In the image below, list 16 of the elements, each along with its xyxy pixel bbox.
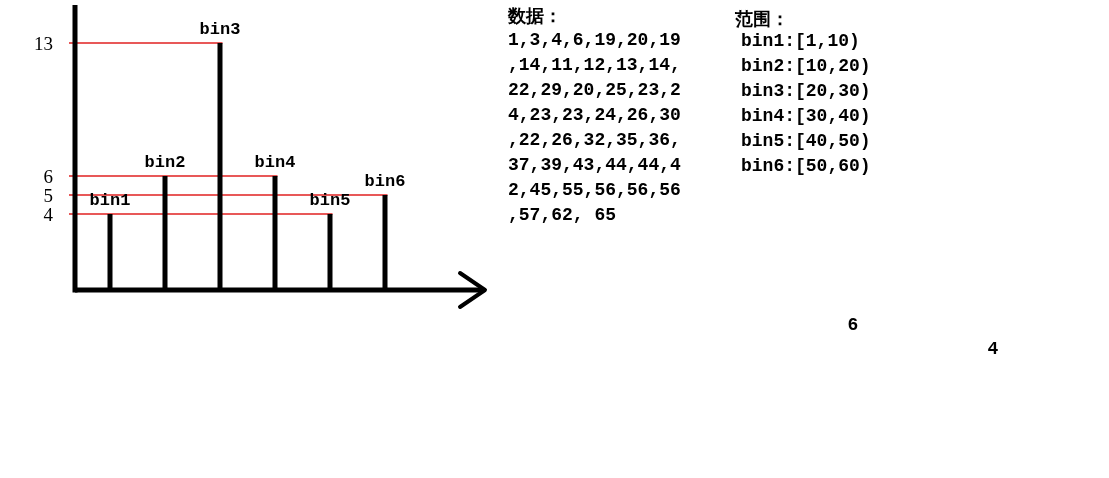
y-tick-label: 5: [43, 184, 53, 206]
text: 1,3,4,6,19,20,19 ,14,11,12,13,14, 22,29,20,25,23,2 4,23,23,24,26,30 ,22,26,32,35,36, 37,39,43,44,44,4 2,45,55,56,56,56 ,57,62, 65: [508, 30, 682, 225]
x-tick-label: bin4: [254, 153, 296, 172]
x-tick-label: bin2: [144, 153, 186, 172]
x-tick-label: bin1: [89, 191, 131, 210]
text: 数据：: [507, 7, 562, 27]
text: 6: [847, 315, 859, 335]
y-tick-label: 4: [43, 203, 54, 225]
text: 范围：: [734, 9, 789, 30]
y-tick-label: 13: [34, 32, 53, 54]
y-tick-label: 6: [43, 165, 53, 187]
x-tick-label: bin6: [364, 172, 406, 191]
x-tick-label: bin5: [309, 191, 351, 210]
x-tick-label: bin3: [199, 20, 241, 39]
text: bin1:[1,10) bin2:[10,20) bin3:[20,30) bin4:[30,40) bin5:[40,50) bin6:[50,60): [741, 31, 871, 176]
text: 4: [987, 339, 999, 359]
